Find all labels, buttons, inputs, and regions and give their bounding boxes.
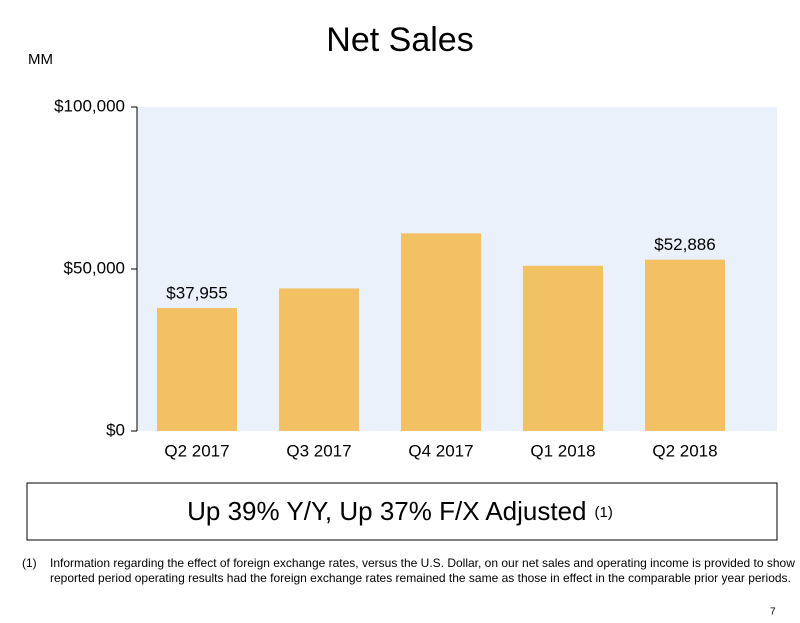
x-tick-label: Q2 2017: [164, 441, 229, 460]
callout-text: Up 39% Y/Y, Up 37% F/X Adjusted: [187, 496, 586, 526]
value-label: $37,955: [166, 284, 227, 303]
callout-note-ref: (1): [595, 504, 613, 521]
chart-title: Net Sales: [326, 21, 473, 59]
footnote-line: reported period operating results had th…: [50, 571, 791, 585]
page-number: 7: [770, 607, 776, 618]
y-tick-label: $100,000: [54, 96, 125, 115]
x-tick-label: Q1 2018: [530, 441, 595, 460]
bar: [157, 308, 237, 431]
x-tick-label: Q4 2017: [408, 441, 473, 460]
callout: Up 39% Y/Y, Up 37% F/X Adjusted (1): [187, 496, 613, 526]
value-label: $52,886: [654, 235, 715, 254]
bar: [279, 288, 359, 431]
footnote-marker: (1): [22, 556, 37, 570]
bar: [401, 233, 481, 431]
bar: [523, 265, 603, 431]
y-unit: MM: [28, 51, 53, 68]
y-tick-label: $0: [106, 420, 125, 439]
x-tick-label: Q2 2018: [652, 441, 717, 460]
y-tick-label: $50,000: [64, 258, 125, 277]
x-tick-label: Q3 2017: [286, 441, 351, 460]
footnote-line: Information regarding the effect of fore…: [50, 556, 795, 570]
bar: [645, 259, 725, 431]
callout-box: [26, 482, 778, 541]
